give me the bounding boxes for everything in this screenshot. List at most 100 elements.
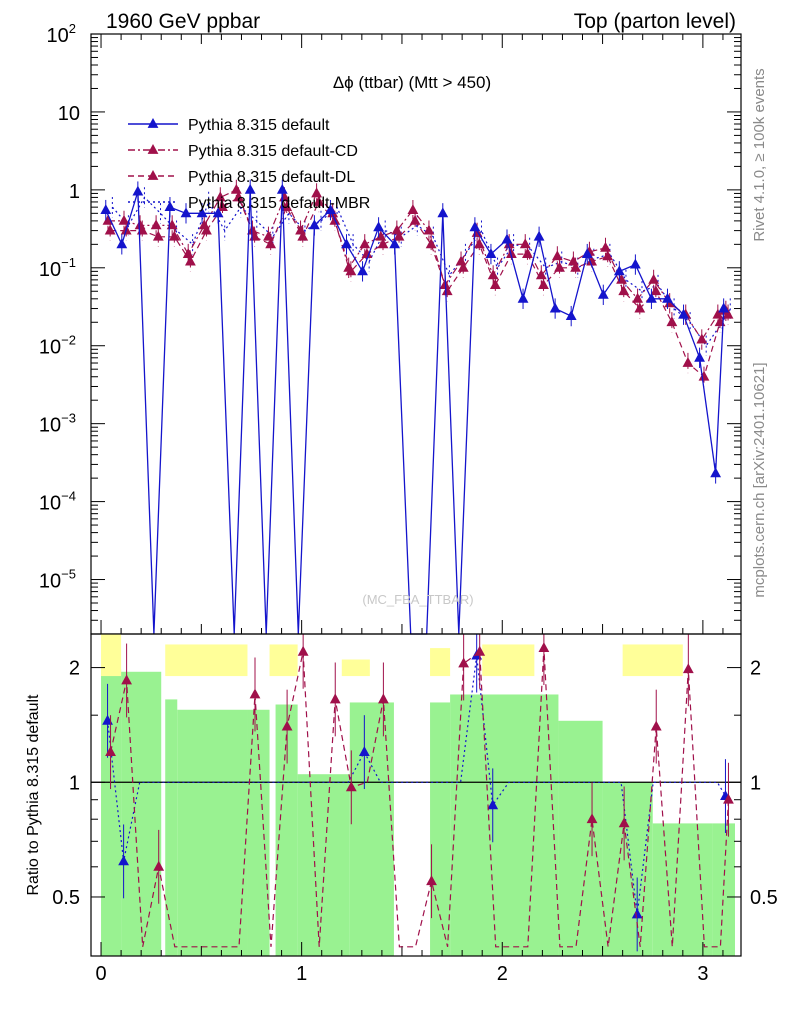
legend-marker — [147, 118, 159, 128]
ratio-point — [118, 855, 130, 866]
ratio-point — [329, 693, 341, 704]
band-green — [275, 704, 298, 956]
band-yellow — [269, 644, 298, 677]
data-point — [100, 204, 112, 214]
legend-label: Pythia 8.315 default — [188, 117, 330, 134]
data-point — [102, 214, 114, 225]
ratio-point — [249, 688, 261, 699]
ratio-y-tick-label: 2 — [69, 658, 80, 680]
data-point — [554, 261, 565, 272]
band-green — [297, 774, 350, 956]
data-point — [712, 308, 724, 319]
data-point — [132, 185, 144, 196]
band-green — [602, 782, 653, 956]
data-point — [501, 233, 513, 244]
data-point — [118, 214, 130, 225]
data-point — [244, 183, 256, 194]
data-point — [423, 224, 435, 235]
data-point — [391, 224, 403, 235]
data-point — [629, 258, 641, 269]
data-point — [489, 279, 501, 289]
legend-label: Pythia 8.315 default-CD — [188, 143, 358, 160]
ratio-series-1 — [105, 634, 734, 948]
data-point — [311, 187, 322, 198]
data-point — [343, 261, 355, 272]
data-point — [485, 248, 497, 258]
data-point — [517, 292, 529, 303]
data-point — [600, 241, 611, 252]
band-green — [121, 671, 162, 956]
data-point — [361, 248, 373, 258]
rivet-version-label: Rivet 4.1.0, ≥ 100k events — [751, 68, 768, 241]
legend-entry: Pythia 8.315 default-CD — [128, 143, 358, 160]
data-point — [455, 255, 467, 266]
data-point — [341, 238, 352, 249]
legend-entry: Pythia 8.315 default — [128, 117, 330, 134]
x-tick-label: 0 — [95, 963, 106, 985]
ratio-series-0 — [102, 634, 731, 952]
ratio-point — [631, 908, 643, 919]
data-point — [116, 238, 128, 249]
band-yellow — [482, 644, 535, 677]
data-point — [538, 279, 549, 289]
data-point — [519, 238, 531, 249]
data-point — [212, 207, 224, 218]
band-yellow — [341, 659, 370, 677]
data-point — [698, 370, 710, 381]
ratio-point — [650, 720, 662, 731]
legend-entry: Pythia 8.315 default-DL — [128, 169, 355, 186]
ratio-y-tick-label-right: 2 — [750, 658, 761, 680]
band-green — [247, 709, 270, 956]
legend-marker — [147, 170, 159, 180]
legend-entry: Pythia 8.315 default-MBR — [128, 195, 370, 212]
band-green — [177, 709, 248, 956]
data-point — [308, 219, 320, 230]
y-tick-label: 1 — [69, 181, 80, 203]
data-point — [682, 357, 694, 367]
x-tick-label: 1 — [296, 963, 307, 985]
data-point — [646, 292, 657, 303]
band-green — [450, 694, 559, 956]
data-point — [662, 292, 673, 303]
data-point — [533, 230, 545, 241]
data-point — [373, 221, 384, 232]
ratio-point — [487, 799, 499, 810]
ratio-series-layer — [102, 634, 734, 952]
data-point — [196, 207, 208, 218]
y-tick-label: 10−5 — [39, 567, 76, 593]
x-tick-label: 3 — [697, 963, 708, 985]
data-point — [648, 273, 660, 284]
data-point — [357, 265, 368, 276]
data-point — [407, 204, 419, 214]
ratio-point — [458, 657, 470, 668]
header-process-label: Top (parton level) — [574, 10, 736, 33]
data-point — [487, 269, 499, 280]
y-tick-label: 10−4 — [39, 489, 76, 515]
data-point — [295, 224, 306, 235]
ratio-point — [377, 693, 389, 704]
y-tick-exponent: −5 — [61, 567, 76, 582]
band-green — [101, 669, 122, 956]
ratio-point — [723, 793, 734, 804]
ratio-point — [474, 645, 486, 656]
ratio-axis-ticks: 0 1 2 3 0.5 0.5 1 1 2 2 — [52, 658, 778, 985]
data-point — [168, 230, 180, 241]
data-point — [217, 201, 228, 212]
data-point — [618, 285, 630, 296]
band-green — [349, 702, 394, 956]
data-point — [694, 351, 705, 362]
data-point — [535, 269, 547, 280]
ratio-point — [682, 663, 694, 674]
data-point — [437, 207, 449, 218]
main-title: Δϕ (ttbar) (Mtt > 450) — [333, 73, 491, 92]
data-point — [522, 248, 533, 258]
ratio-point — [358, 746, 370, 757]
data-point — [230, 183, 242, 194]
data-point — [549, 302, 561, 313]
band-green — [652, 823, 713, 956]
legend-label: Pythia 8.315 default-MBR — [188, 195, 370, 212]
ratio-uncertainty-bands — [101, 634, 735, 956]
ratio-y-tick-label: 0.5 — [52, 887, 80, 909]
